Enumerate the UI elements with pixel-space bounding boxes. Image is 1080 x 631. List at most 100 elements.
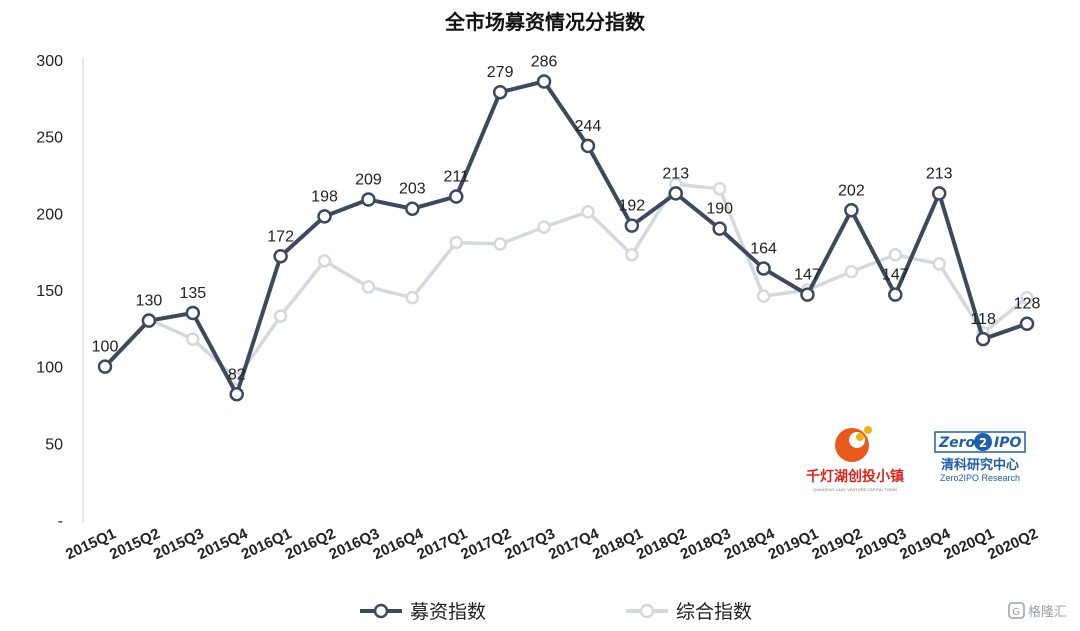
x-tick-label: 2015Q3 [151, 525, 207, 563]
fundraising-index-marker [185, 305, 201, 321]
data-label: 203 [399, 181, 426, 198]
qiandeng-logo-name: 千灯湖创投小镇 [806, 468, 904, 485]
zero2ipo-brand-c: IPO [994, 435, 1021, 451]
data-labels: 100 130 135 82 172 198 209 203 211 279 286 244 192 21… [92, 53, 1041, 383]
g-logo-icon [1008, 602, 1025, 619]
composite-index-marker [273, 309, 288, 323]
data-label: 244 [575, 118, 602, 135]
composite-index-marker [537, 220, 551, 234]
qiandeng-logo: 千灯湖创投小镇 QIANDENG LAKE VENTURE CAPITAL TO… [806, 426, 904, 492]
composite-index-marker [186, 332, 200, 346]
data-label: 82 [228, 366, 246, 383]
composite-index-marker [1020, 290, 1034, 305]
fundraising-index-marker [1019, 316, 1035, 331]
fundraising-index-marker [668, 186, 684, 201]
x-tick-label: 2018Q1 [590, 525, 646, 563]
x-tick-label: 2017Q2 [458, 525, 514, 563]
fundraising-index-marker [361, 192, 376, 207]
zero2ipo-brand-b: 2 [979, 436, 987, 450]
y-tick-label: 100 [36, 360, 63, 377]
composite-index-marker [449, 235, 463, 250]
composite-index-marker [756, 289, 771, 303]
zero2ipo-brand-a: Zero [938, 435, 976, 451]
x-tick-label: 2019Q2 [809, 525, 865, 563]
x-tick-label: 2016Q1 [239, 525, 295, 563]
x-tick-label: 2017Q3 [502, 525, 558, 563]
fundraising-index-marker [975, 331, 991, 347]
x-tick-label: 2018Q3 [678, 525, 734, 563]
legend-label-fundraising: 募资指数 [410, 601, 486, 623]
fundraising-index-marker [800, 287, 815, 302]
data-label: 211 [443, 168, 469, 185]
fundraising-index-marker [141, 313, 157, 328]
legend-item-fundraising: 募资指数 [360, 601, 486, 623]
composite-index-marker [493, 237, 507, 251]
x-tick-label: 2019Q3 [853, 525, 909, 563]
fundraising-index-marker [712, 221, 727, 236]
legend-label-composite: 综合指数 [676, 601, 752, 623]
fundraising-index-line [103, 79, 1028, 397]
fundraising-index-marker [624, 218, 640, 233]
data-label: 198 [311, 188, 338, 205]
fundraising-index-marker [492, 84, 508, 100]
fundraising-index-marker [229, 387, 244, 402]
composite-index-marker [581, 205, 595, 219]
fundraising-index-marker [580, 138, 596, 154]
composite-index-marker [932, 257, 946, 271]
composite-index-marker [712, 182, 727, 196]
data-label: 192 [619, 198, 646, 215]
data-label: 213 [926, 165, 953, 182]
x-axis-ticks: 2015Q12015Q22015Q32015Q42016Q12016Q22016… [63, 525, 1041, 563]
fundraising-index-marker [844, 203, 859, 218]
qiandeng-logo-sub: QIANDENG LAKE VENTURE CAPITAL TOWN [813, 487, 897, 492]
y-axis-ticks: 300 250 200 150 100 50 - [36, 53, 63, 530]
zero2ipo-sub: Zero2IPO Research [940, 473, 1020, 483]
composite-index-marker [844, 264, 859, 279]
fundraising-index-marker [273, 249, 288, 264]
y-tick-label: 200 [36, 206, 63, 223]
data-label: 172 [267, 228, 294, 245]
composite-index-marker [317, 254, 332, 268]
x-tick-label: 2017Q1 [414, 525, 470, 563]
zero2ipo-name: 清科研究中心 [941, 457, 1019, 473]
x-tick-label: 2016Q2 [283, 525, 339, 563]
x-tick-label: 2020Q1 [941, 525, 997, 563]
data-label: 213 [662, 165, 689, 182]
series-fundraising-index [97, 74, 1035, 402]
composite-index-marker [625, 247, 639, 262]
data-label: 202 [838, 182, 865, 199]
x-tick-label: 2015Q1 [63, 525, 119, 563]
y-tick-label: 150 [36, 283, 63, 300]
watermark-text: 格隆汇 [1028, 604, 1067, 620]
data-label: 100 [92, 339, 119, 356]
y-tick-label: 300 [36, 53, 63, 70]
x-tick-label: 2016Q3 [327, 525, 383, 563]
fundraising-index-marker [888, 287, 903, 302]
fundraising-index-marker [405, 201, 420, 216]
data-label: 209 [355, 172, 382, 189]
fundraising-index-marker [536, 74, 552, 89]
data-label: 190 [706, 201, 733, 218]
data-label: 118 [970, 311, 996, 328]
composite-index-marker [405, 290, 420, 305]
fundraising-index-marker [756, 261, 771, 276]
data-label: 164 [750, 241, 777, 258]
fundraising-index-marker [97, 359, 113, 374]
data-label: 128 [1014, 296, 1041, 313]
x-tick-label: 2018Q2 [634, 525, 690, 563]
y-tick-label: 250 [36, 130, 63, 147]
data-label: 135 [179, 285, 206, 302]
fundraising-index-marker [448, 189, 464, 204]
composite-index-line [103, 182, 1029, 381]
composite-index-marker [361, 280, 376, 294]
svg-text:G: G [1012, 607, 1020, 618]
chart-title: 全市场募资情况分指数 [444, 10, 646, 34]
data-label: 279 [487, 64, 514, 81]
x-tick-label: 2020Q2 [985, 525, 1041, 563]
fundraising-index-marker [317, 209, 332, 224]
legend-item-composite: 综合指数 [626, 601, 752, 623]
y-tick-label: - [58, 513, 63, 530]
data-label: 130 [136, 293, 163, 310]
zero2ipo-logo: Zero 2 IPO 清科研究中心 Zero2IPO Research [934, 431, 1026, 483]
